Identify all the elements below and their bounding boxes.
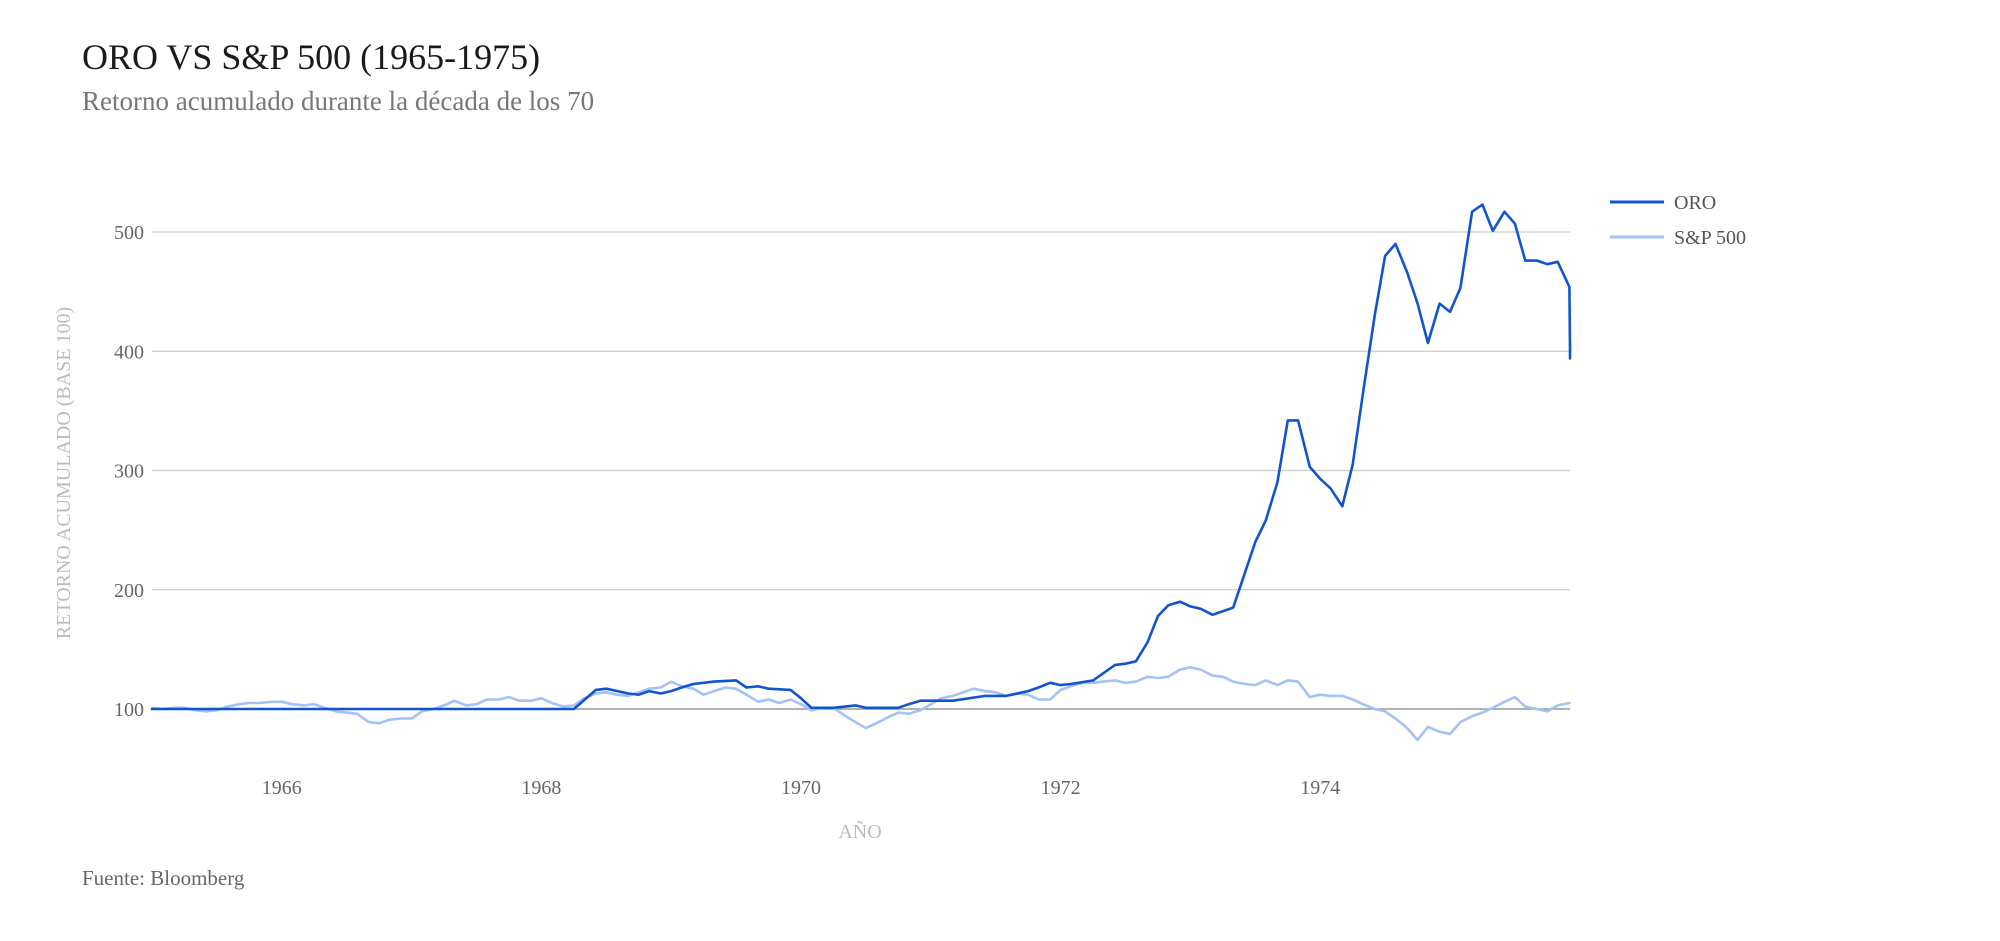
y-tick-label: 300 bbox=[114, 461, 144, 483]
legend: ORO S&P 500 bbox=[1610, 192, 1746, 249]
y-tick-label: 200 bbox=[114, 580, 144, 602]
series-line-oro bbox=[150, 203, 1572, 711]
legend-label: ORO bbox=[1674, 192, 1716, 214]
x-axis-title: AÑO bbox=[838, 819, 881, 843]
y-axis-title: RETORNO ACUMULADO (BASE 100) bbox=[53, 307, 75, 639]
x-tick-label: 1974 bbox=[1300, 777, 1340, 799]
y-tick-label: 100 bbox=[114, 699, 144, 721]
y-tick-label: 500 bbox=[114, 222, 144, 244]
x-tick-label: 1972 bbox=[1041, 777, 1081, 799]
chart-subtitle: Retorno acumulado durante la década de l… bbox=[82, 86, 595, 116]
x-tick-label: 1966 bbox=[262, 777, 302, 799]
x-tick-label: 1970 bbox=[781, 777, 821, 799]
legend-label: S&P 500 bbox=[1674, 227, 1746, 249]
gridlines bbox=[152, 231, 1570, 710]
y-tick-label: 400 bbox=[114, 341, 144, 363]
x-tick-label: 1968 bbox=[521, 777, 561, 799]
source-note: Fuente: Bloomberg bbox=[82, 866, 245, 890]
series-lines bbox=[150, 203, 1572, 742]
axis-tick-labels: 100 200 300 400 500 1966 1968 1970 1972 1974 bbox=[114, 222, 1340, 799]
series-line-sp500 bbox=[150, 666, 1571, 742]
chart-title: ORO VS S&P 500 (1965-1975) bbox=[82, 37, 541, 77]
